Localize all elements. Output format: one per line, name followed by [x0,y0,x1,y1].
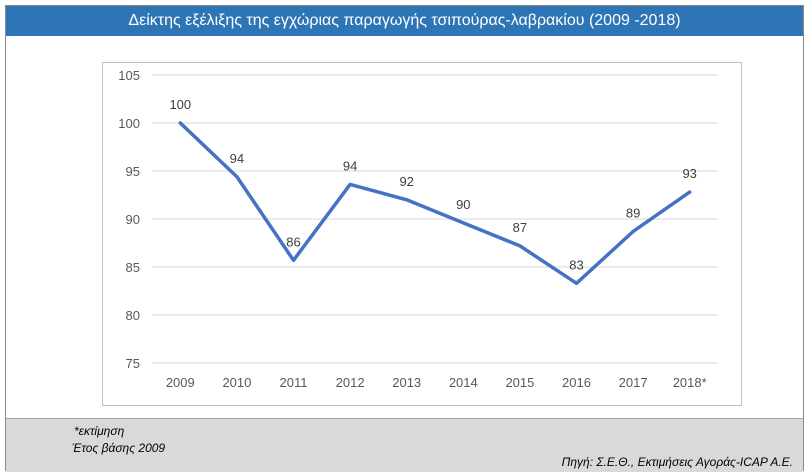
data-point [348,182,352,186]
data-point [575,281,578,285]
estimate-note: *εκτίμηση [74,424,125,438]
data-point [631,229,635,233]
data-label: 94 [230,151,244,166]
data-point [178,121,182,125]
x-tick-label: 2012 [336,375,365,390]
x-tick-label: 2009 [166,375,195,390]
data-label: 100 [169,97,191,112]
y-tick-label: 85 [126,260,140,275]
data-label: 93 [682,166,696,181]
data-label: 83 [569,257,583,272]
data-label: 86 [286,234,300,249]
data-label: 92 [399,174,413,189]
y-tick-label: 95 [126,164,140,179]
x-tick-label: 2013 [392,375,421,390]
chart-title: Δείκτης εξέλιξης της εγχώριας παραγωγής … [6,6,803,36]
data-label: 90 [456,197,470,212]
series-line [178,121,692,286]
line-chart: 75 80 85 90 95 100 105 2009 2010 2011 2012 2013 201… [118,68,718,390]
data-point [405,198,409,202]
footer: *εκτίμηση Έτος βάσης 2009 Πηγή: Σ.Ε.Θ., … [6,418,803,472]
y-tick-label: 80 [126,308,140,323]
x-tick-label: 2010 [222,375,251,390]
data-point [461,221,465,225]
x-axis-ticks: 2009 2010 2011 2012 2013 2014 2015 2016 2017 2018… [166,375,707,390]
y-tick-label: 100 [118,116,140,131]
x-tick-label: 2015 [505,375,534,390]
data-label: 87 [513,220,527,235]
base-year-note: Έτος βάσης 2009 [72,441,166,455]
data-labels: 100 94 86 94 92 90 87 83 89 93 [169,97,696,272]
y-tick-label: 90 [126,212,140,227]
data-point [518,244,522,248]
data-label: 94 [343,158,357,173]
x-tick-label: 2011 [280,375,308,390]
plot-area [102,62,742,406]
x-tick-label: 2016 [562,375,591,390]
data-point [235,175,239,179]
gridlines [152,74,718,364]
data-point [688,190,692,194]
y-tick-label: 105 [118,68,140,83]
series-polyline [178,121,692,286]
data-point [292,258,295,262]
chart-panel: Δείκτης εξέλιξης της εγχώριας παραγωγής … [5,5,804,472]
source-note: Πηγή: Σ.Ε.Θ., Εκτιμήσεις Αγοράς-ICAP A.E… [561,455,793,469]
x-tick-label: 2017 [619,375,648,390]
x-tick-label: 2014 [449,375,478,390]
y-axis-ticks: 75 80 85 90 95 100 105 [118,68,140,371]
y-tick-label: 75 [126,356,140,371]
x-tick-label: 2018* [673,375,707,390]
data-label: 89 [626,205,640,220]
